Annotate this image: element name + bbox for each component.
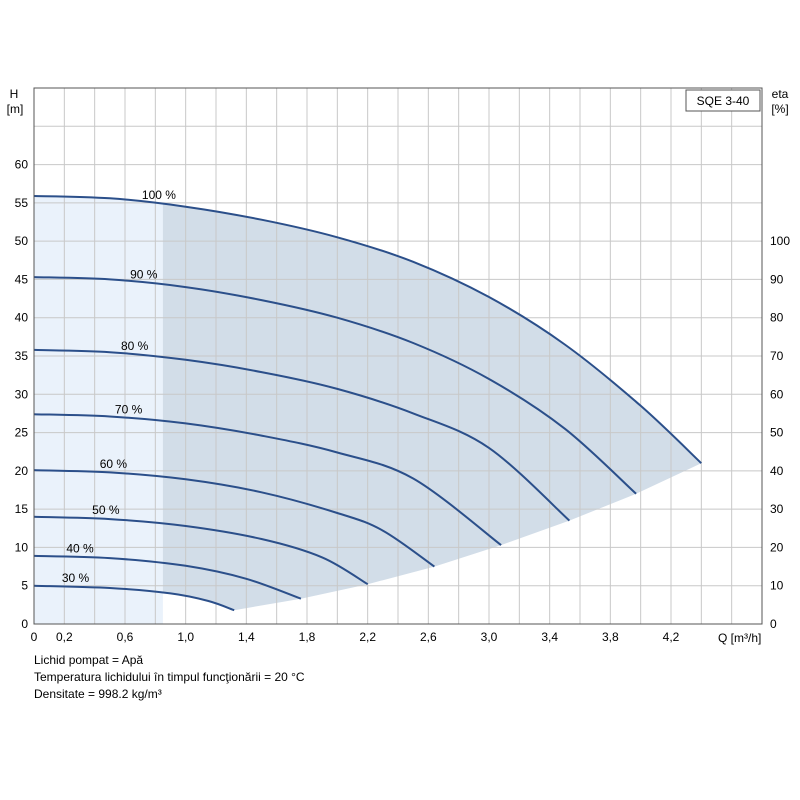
y-left-tick-label: 0 xyxy=(21,617,28,631)
y-right-tick-label: 50 xyxy=(770,426,784,440)
curve-90-percent xyxy=(33,276,637,495)
note-temperature: Temperatura lichidului în timpul funcţio… xyxy=(34,670,305,684)
y-right-tick-label: 10 xyxy=(770,579,784,593)
x-tick-label: 3,0 xyxy=(481,630,498,644)
y-right-tick-label: 20 xyxy=(770,540,784,554)
y-left-tick-label: 20 xyxy=(15,464,29,478)
y-left-tick-label: 40 xyxy=(15,311,29,325)
y-right-tick-label: 80 xyxy=(770,311,784,325)
y-left-tick-label: 15 xyxy=(15,502,29,516)
curve-label: 100 % xyxy=(142,188,176,202)
y-right-tick-label: 0 xyxy=(770,617,777,631)
chart-title: SQE 3-40 xyxy=(697,94,750,108)
x-tick-label: 1,0 xyxy=(177,630,194,644)
y-right-tick-label: 90 xyxy=(770,272,784,286)
curve-label: 30 % xyxy=(62,571,90,585)
chart-notes: Lichid pompat = Apă Temperatura lichidul… xyxy=(34,652,305,703)
curve-labels: 100 % 90 % 80 % 70 % 60 % 50 % 40 % 30 % xyxy=(62,188,176,585)
y-right-tick-label: 70 xyxy=(770,349,784,363)
y-right-tick-label: 100 xyxy=(770,234,790,248)
y-left-tick-label: 5 xyxy=(21,579,28,593)
x-tick-label: 1,8 xyxy=(299,630,316,644)
curve-label: 60 % xyxy=(100,457,128,471)
curve-60-percent xyxy=(33,469,435,568)
y-right-label-symbol: eta xyxy=(772,87,789,101)
y-right-label-unit: [%] xyxy=(771,102,788,116)
curve-30-percent xyxy=(33,584,235,612)
curve-40-percent xyxy=(33,554,302,600)
axes-group: 0 5 10 15 20 25 30 35 40 45 50 55 60 0 10 20 30 40 50 60 70 8… xyxy=(15,87,790,644)
x-tick-label: 2,2 xyxy=(359,630,376,644)
x-tick-label: 1,4 xyxy=(238,630,255,644)
y-left-label-symbol: H xyxy=(10,87,19,101)
y-left-tick-label: 30 xyxy=(15,387,29,401)
x-tick-label: 0 xyxy=(31,630,38,644)
curves-group xyxy=(33,195,702,612)
curve-label: 50 % xyxy=(92,503,120,517)
curve-label: 80 % xyxy=(121,339,149,353)
curve-label: 70 % xyxy=(115,403,143,417)
y-left-tick-label: 25 xyxy=(15,426,29,440)
curve-100-percent xyxy=(33,195,702,464)
y-left-tick-label: 50 xyxy=(15,234,29,248)
curve-70-percent xyxy=(33,413,502,546)
x-tick-label: 3,4 xyxy=(541,630,558,644)
y-right-tick-label: 40 xyxy=(770,464,784,478)
y-left-label-unit: [m] xyxy=(7,102,24,116)
note-fluid: Lichid pompat = Apă xyxy=(34,653,144,667)
curve-label: 90 % xyxy=(130,267,158,281)
x-tick-label: 0,6 xyxy=(117,630,134,644)
x-tick-label: 4,2 xyxy=(663,630,680,644)
y-right-tick-label: 60 xyxy=(770,387,784,401)
y-left-tick-label: 55 xyxy=(15,196,29,210)
x-tick-label: 3,8 xyxy=(602,630,619,644)
x-tick-label: 0,2 xyxy=(56,630,73,644)
plot-border xyxy=(33,87,763,625)
y-left-tick-label: 60 xyxy=(15,158,29,172)
x-tick-label: 2,6 xyxy=(420,630,437,644)
y-left-tick-label: 10 xyxy=(15,540,29,554)
x-axis-label: Q [m³/h] xyxy=(718,631,761,645)
chart-title-box xyxy=(685,89,761,112)
y-right-tick-label: 30 xyxy=(770,502,784,516)
curve-label: 40 % xyxy=(66,541,94,555)
curve-50-percent xyxy=(33,515,369,586)
curve-80-percent xyxy=(33,348,571,522)
note-density: Densitate = 998.2 kg/m³ xyxy=(34,687,162,701)
y-left-tick-label: 35 xyxy=(15,349,29,363)
y-left-tick-label: 45 xyxy=(15,272,29,286)
